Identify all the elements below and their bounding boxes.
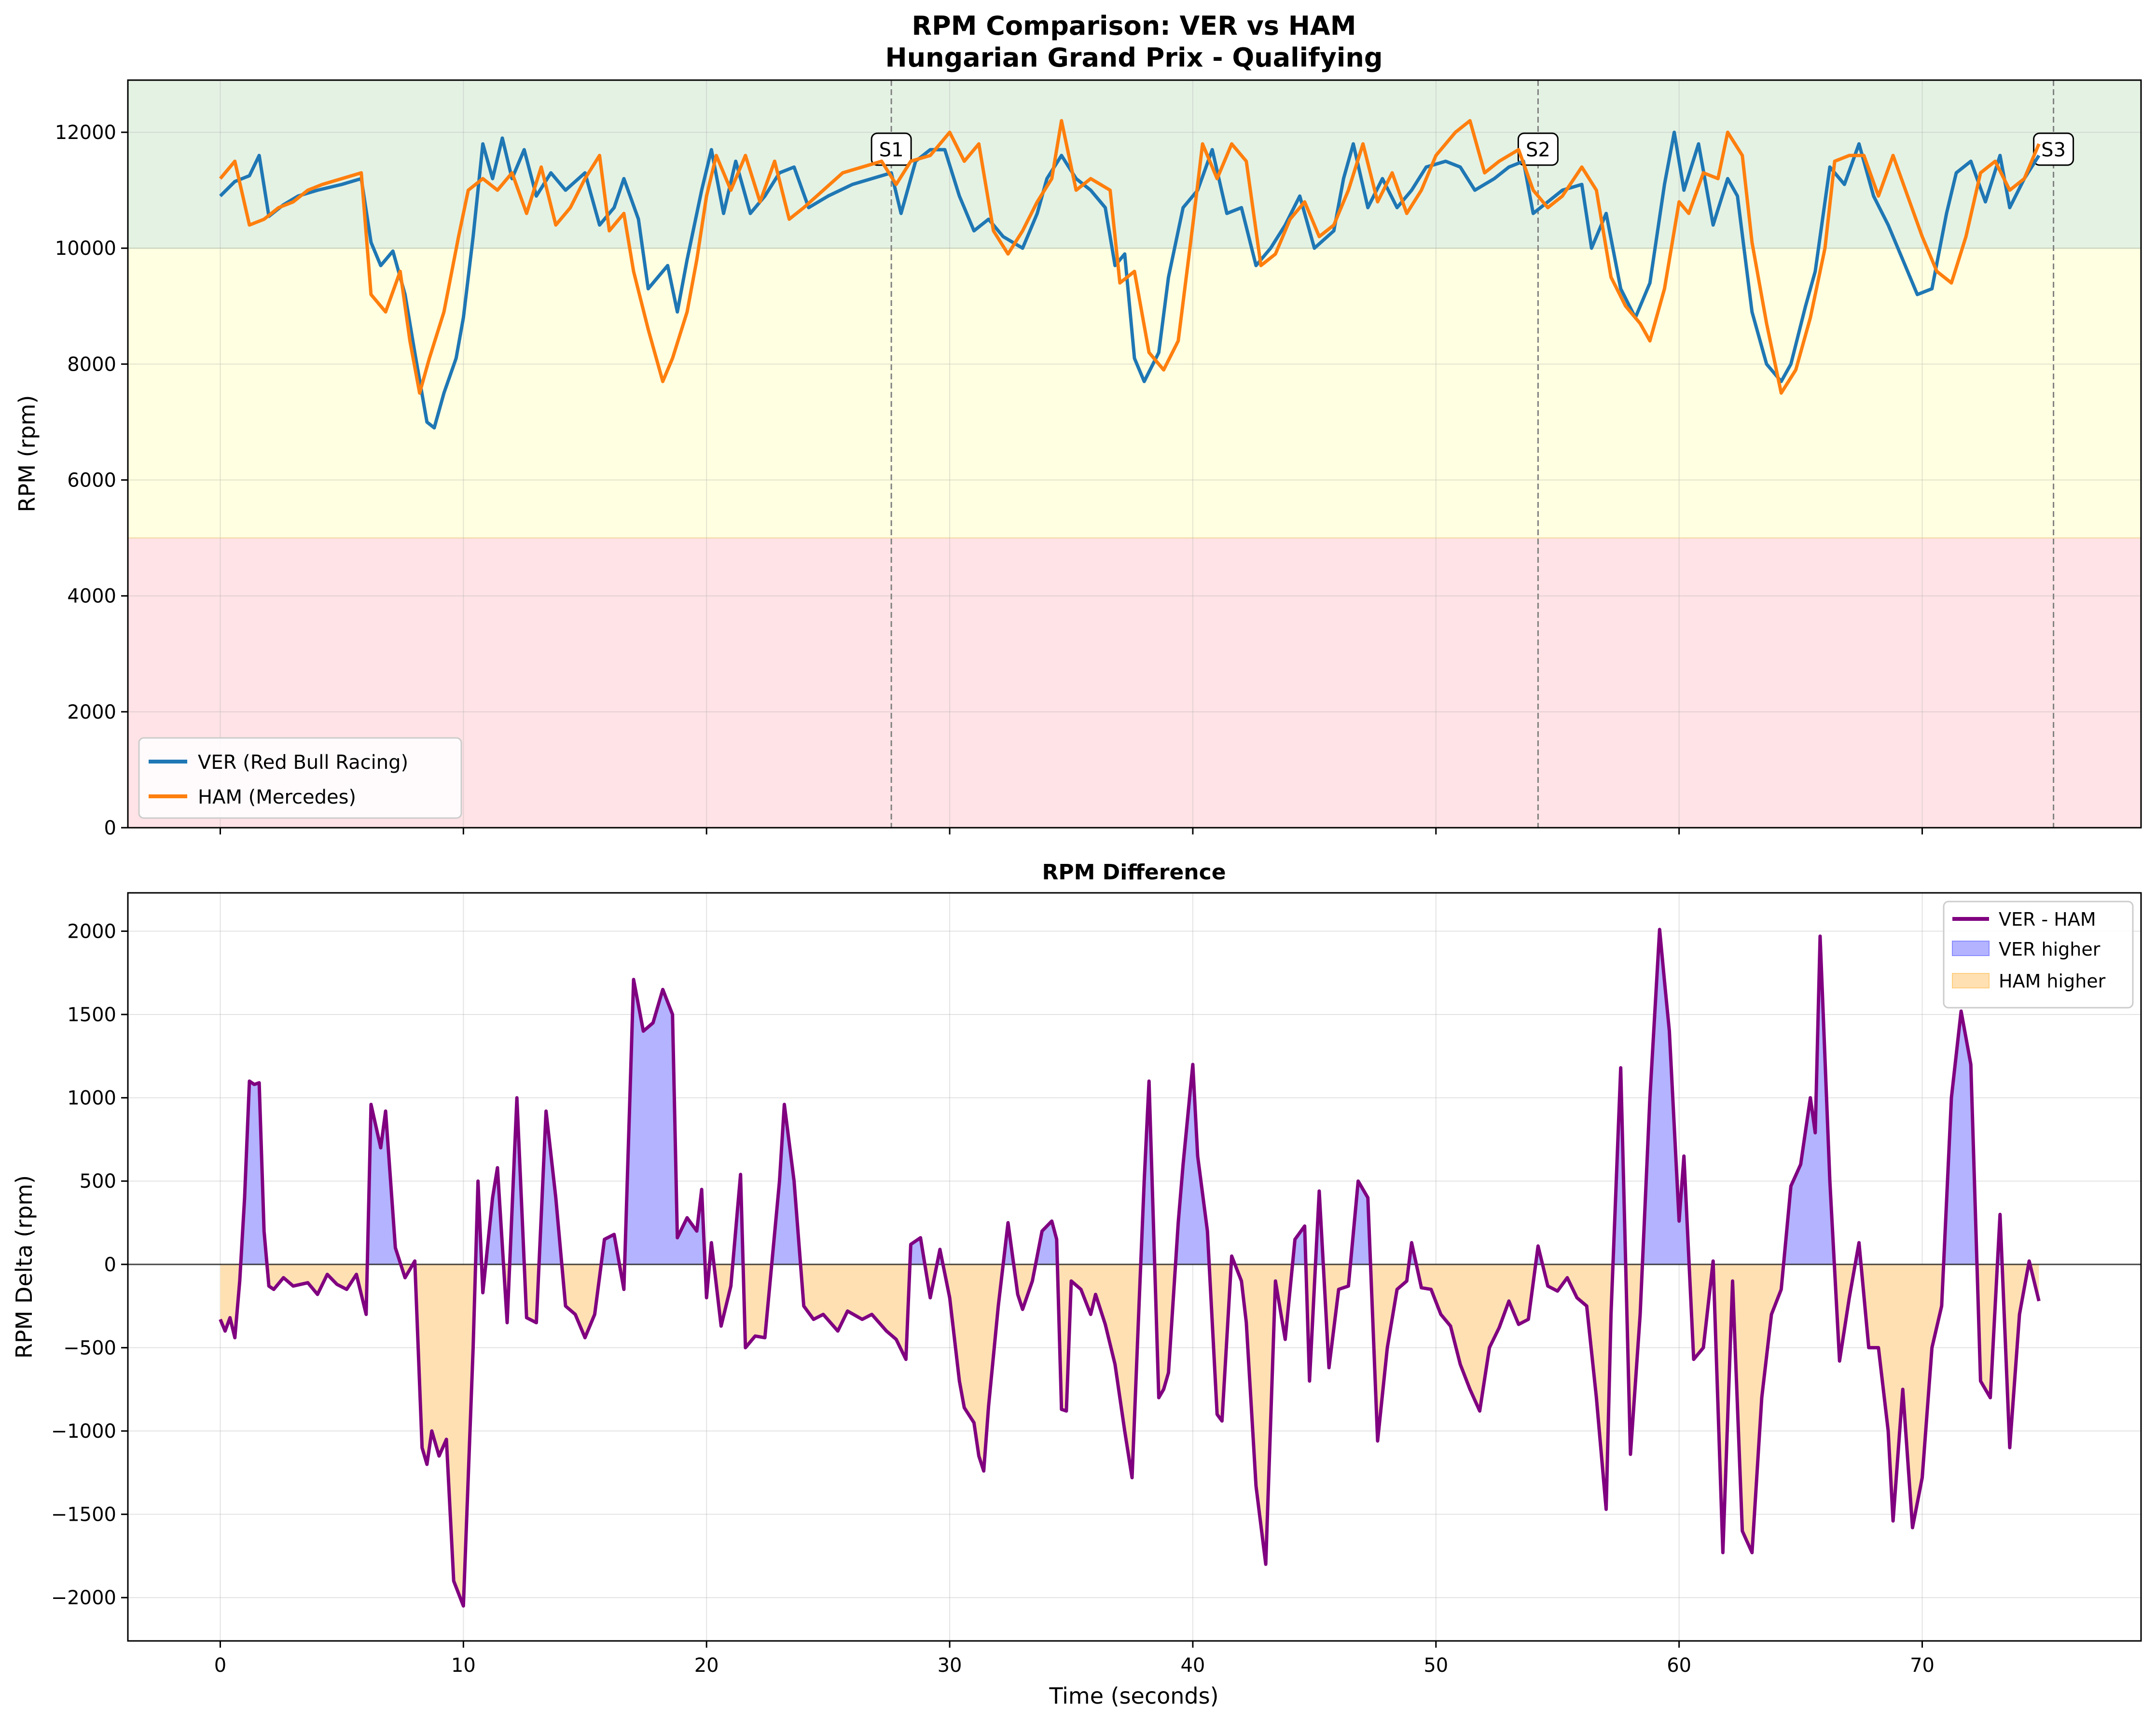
ham-higher-fill-54 bbox=[1713, 1264, 1784, 1553]
ver-higher-fill-11 bbox=[510, 1097, 525, 1264]
ham-higher-fill-28 bbox=[943, 1264, 1003, 1471]
x-tick-label-6: 60 bbox=[1667, 1654, 1691, 1677]
ham-higher-fill-46 bbox=[1416, 1264, 1536, 1411]
ver-higher-fill-59 bbox=[1943, 1011, 1977, 1264]
x-tick-label-5: 50 bbox=[1424, 1654, 1448, 1677]
ver-higher-fill-43 bbox=[1350, 1181, 1371, 1264]
ham-higher-fill-24 bbox=[801, 1264, 910, 1360]
y-tick-label-4: 8000 bbox=[67, 353, 116, 375]
x-tick-label-2: 20 bbox=[694, 1654, 719, 1677]
x-tick-label-7: 70 bbox=[1910, 1654, 1935, 1677]
bottom-x-ticks: 0 10 20 30 40 50 60 70 bbox=[214, 1641, 1935, 1677]
y-tick-label-4: 0 bbox=[104, 1254, 116, 1276]
legend-delta-label: VER - HAM bbox=[1999, 909, 2096, 930]
x-tick-label-3: 30 bbox=[938, 1654, 962, 1677]
ver-higher-fill-31 bbox=[1036, 1221, 1058, 1264]
top-legend: VER (Red Bull Racing) HAM (Mercedes) bbox=[138, 737, 462, 819]
sector-label-box-s3 bbox=[2033, 132, 2074, 166]
ham-higher-fill-52 bbox=[1689, 1264, 1713, 1360]
ham-higher-fill-12 bbox=[524, 1264, 539, 1323]
bottom-axes-frame bbox=[127, 892, 2142, 1642]
difference-fills bbox=[220, 929, 2039, 1606]
rpm-difference-panel: RPM Difference 0 10 20 30 40 50 60 70 −2000 −150… bbox=[11, 860, 2142, 1709]
rpm-zone-bands bbox=[128, 80, 2141, 828]
y-tick-label-1: 2000 bbox=[67, 701, 116, 723]
bottom-x-axis-label: Time (seconds) bbox=[1049, 1683, 1218, 1709]
ham-higher-fill-34 bbox=[1154, 1264, 1176, 1398]
legend-ham-higher-label: HAM higher bbox=[1999, 971, 2106, 992]
sector-markers: S1 S2 S3 bbox=[871, 80, 2074, 828]
y-tick-label-2: −1000 bbox=[51, 1420, 116, 1443]
rpm-band-1 bbox=[128, 248, 2141, 538]
legend-ver-higher-swatch bbox=[1952, 941, 1990, 956]
ver-higher-fill-35 bbox=[1175, 1064, 1209, 1264]
y-tick-label-3: −500 bbox=[63, 1337, 116, 1359]
y-tick-label-1: −1500 bbox=[51, 1504, 116, 1526]
rpm-lines bbox=[219, 119, 2041, 430]
top-y-ticks: 0 2000 4000 6000 8000 10000 12000 bbox=[55, 122, 128, 839]
sector-label-box-s1 bbox=[871, 132, 912, 166]
series-line-0 bbox=[219, 130, 2041, 430]
x-tick-label-0: 0 bbox=[214, 1654, 226, 1677]
rpm-band-2 bbox=[128, 80, 2141, 249]
legend-ham-label: HAM (Mercedes) bbox=[198, 786, 356, 808]
sector-label-s1: S1 bbox=[879, 139, 904, 161]
bottom-legend: VER - HAM VER higher HAM higher bbox=[1943, 901, 2134, 1009]
y-tick-label-0: −2000 bbox=[51, 1587, 116, 1609]
ver-higher-fill-23 bbox=[772, 1104, 801, 1264]
ham-higher-fill-36 bbox=[1209, 1264, 1231, 1421]
ham-higher-fill-6 bbox=[415, 1264, 476, 1606]
y-tick-label-3: 6000 bbox=[67, 470, 116, 492]
series-line-1 bbox=[219, 119, 2041, 395]
sector-label-s3: S3 bbox=[2041, 139, 2066, 161]
x-tick-label-1: 10 bbox=[451, 1654, 476, 1677]
sector-label-s2: S2 bbox=[1526, 139, 1550, 161]
x-tick-label-4: 40 bbox=[1180, 1654, 1205, 1677]
ham-higher-fill-2 bbox=[267, 1264, 368, 1315]
ham-higher-fill-48 bbox=[1542, 1264, 1613, 1510]
ver-higher-fill-55 bbox=[1783, 936, 1835, 1264]
ham-higher-fill-32 bbox=[1057, 1264, 1141, 1478]
legend-ham-higher-swatch bbox=[1952, 973, 1990, 988]
y-tick-label-7: 1500 bbox=[67, 1004, 116, 1026]
y-tick-label-2: 4000 bbox=[67, 585, 116, 608]
ham-higher-fill-20 bbox=[714, 1264, 733, 1326]
ver-higher-fill-9 bbox=[485, 1167, 504, 1264]
rpm-comparison-panel: S1 S2 S3 0 2000 4000 6000 8000 10000 12000 RPM (… bbox=[14, 79, 2142, 839]
ham-higher-fill-60 bbox=[1977, 1264, 1998, 1398]
top-x-ticks bbox=[219, 828, 1923, 834]
y-tick-label-0: 0 bbox=[104, 817, 116, 839]
figure-title-line1: RPM Comparison: VER vs HAM bbox=[912, 11, 1356, 41]
rpm-band-0 bbox=[128, 538, 2141, 828]
bottom-panel-title: RPM Difference bbox=[1042, 860, 1226, 885]
ham-higher-fill-42 bbox=[1323, 1264, 1351, 1368]
difference-line bbox=[219, 928, 2041, 1608]
bottom-y-ticks: −2000 −1500 −1000 −500 0 500 1000 1500 2000 bbox=[51, 920, 128, 1609]
ham-higher-fill-44 bbox=[1370, 1264, 1409, 1441]
figure-title-line2: Hungarian Grand Prix - Qualifying bbox=[885, 42, 1383, 73]
ham-higher-fill-38 bbox=[1235, 1264, 1293, 1565]
y-tick-label-6: 12000 bbox=[55, 122, 116, 144]
y-tick-label-6: 1000 bbox=[67, 1087, 116, 1110]
legend-ver-higher-label: VER higher bbox=[1999, 939, 2101, 960]
ver-higher-fill-17 bbox=[624, 979, 705, 1264]
y-tick-label-5: 500 bbox=[80, 1170, 116, 1193]
delta-line bbox=[219, 928, 2041, 1608]
legend-ver-label: VER (Red Bull Racing) bbox=[198, 751, 408, 774]
y-tick-label-8: 2000 bbox=[67, 920, 116, 943]
top-y-axis-label: RPM (rpm) bbox=[14, 395, 40, 513]
ver-higher-fill-39 bbox=[1292, 1226, 1306, 1264]
ver-higher-fill-51 bbox=[1642, 929, 1689, 1264]
top-axes-frame bbox=[127, 79, 2142, 829]
y-tick-label-5: 10000 bbox=[55, 237, 116, 260]
bottom-y-axis-label: RPM Delta (rpm) bbox=[11, 1175, 37, 1359]
